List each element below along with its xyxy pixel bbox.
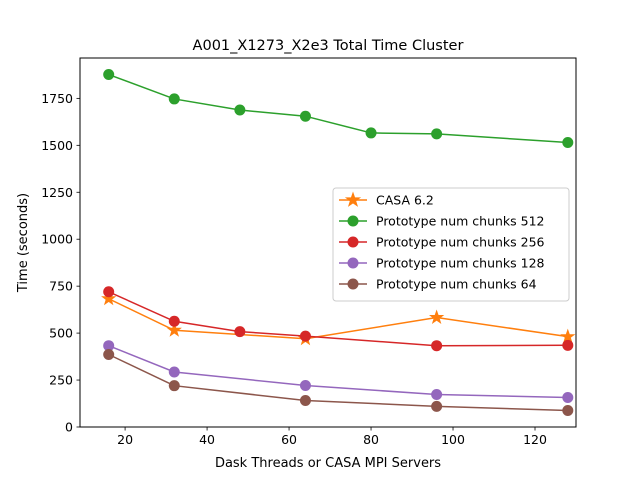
legend-box — [332, 187, 570, 302]
x-tick-label: 20 — [117, 432, 133, 447]
legend-label: Prototype num chunks 64 — [376, 277, 537, 292]
data-point — [299, 379, 311, 391]
x-tick-label: 100 — [441, 432, 465, 447]
legend-marker — [347, 215, 359, 227]
data-point — [431, 389, 443, 401]
y-tick-label: 1000 — [41, 232, 73, 247]
data-point — [431, 400, 443, 412]
y-tick-label: 1250 — [41, 185, 73, 200]
y-tick-label: 500 — [49, 326, 73, 341]
data-point — [168, 315, 180, 327]
y-tick-label: 0 — [65, 420, 73, 435]
data-point — [168, 93, 180, 105]
legend-item: Prototype num chunks 256 — [339, 235, 545, 250]
data-point — [234, 326, 246, 338]
legend-label: Prototype num chunks 512 — [376, 214, 545, 229]
data-point — [365, 127, 377, 139]
series-3 — [103, 286, 574, 352]
data-point — [103, 286, 115, 298]
series-line — [108, 73, 568, 144]
data-point — [166, 322, 182, 337]
data-point — [299, 395, 311, 407]
legend-marker — [344, 191, 362, 207]
y-axis-label: Time (seconds) — [16, 193, 31, 293]
data-point — [562, 392, 574, 404]
data-point — [428, 309, 445, 325]
legend-item: Prototype num chunks 128 — [339, 256, 545, 271]
data-point — [299, 330, 311, 342]
legend-item: CASA 6.2 — [339, 191, 434, 208]
legend-marker — [347, 236, 359, 248]
series-2 — [103, 69, 574, 149]
series-4 — [103, 340, 574, 404]
legend-label: Prototype num chunks 128 — [376, 256, 545, 271]
legend-item: Prototype num chunks 64 — [339, 277, 537, 292]
legend-marker — [347, 278, 359, 290]
data-point — [299, 110, 311, 122]
data-point — [431, 340, 443, 352]
data-point — [234, 104, 246, 116]
series-line — [108, 291, 568, 347]
data-point — [168, 380, 180, 392]
data-point — [562, 339, 574, 351]
plot-frame — [79, 57, 577, 428]
data-point — [101, 290, 117, 306]
data-point — [431, 128, 443, 140]
x-axis-label: Dask Threads or CASA MPI Servers — [215, 456, 441, 471]
legend-item: Prototype num chunks 512 — [339, 214, 545, 229]
legend-label: Prototype num chunks 256 — [376, 235, 545, 250]
data-point — [560, 328, 576, 344]
data-point — [168, 366, 180, 378]
x-tick-label: 40 — [199, 432, 215, 447]
x-tick-label: 80 — [363, 432, 379, 447]
y-tick-label: 1500 — [41, 138, 73, 153]
y-tick-label: 250 — [49, 373, 73, 388]
y-tick-label: 1750 — [41, 91, 73, 106]
legend-label: CASA 6.2 — [376, 193, 434, 208]
data-point — [562, 404, 574, 416]
data-point — [103, 69, 115, 81]
x-tick-label: 120 — [523, 432, 547, 447]
chart-title: A001_X1273_X2e3 Total Time Cluster — [193, 38, 464, 54]
legend-marker — [347, 257, 359, 269]
x-tick-label: 60 — [281, 432, 297, 447]
y-tick-label: 750 — [49, 279, 73, 294]
data-point — [103, 340, 115, 352]
data-point — [103, 349, 115, 361]
legend: CASA 6.2 Prototype num chunks 512 Prototyp… — [332, 187, 570, 302]
series-5 — [103, 349, 574, 416]
y-axis: 0 250 500 750 1000 1250 1500 1750 — [41, 91, 80, 435]
x-axis: 20 40 60 80 100 120 — [117, 427, 547, 447]
data-point — [562, 137, 574, 149]
